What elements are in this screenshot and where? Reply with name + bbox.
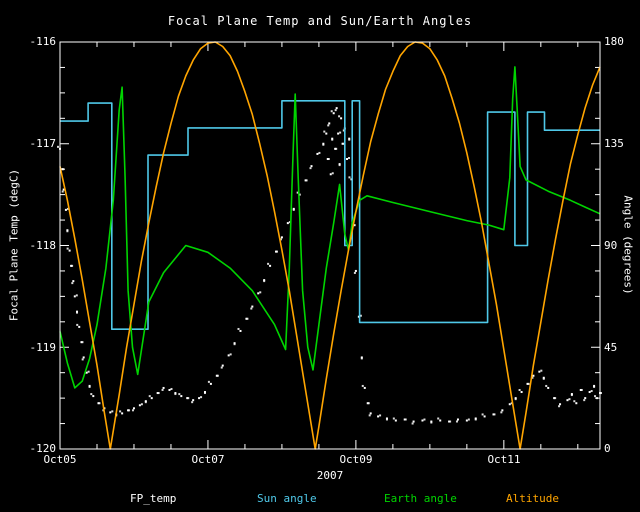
legend-item-sun-angle: Sun angle <box>257 492 317 505</box>
x-tick-label: Oct07 <box>191 453 225 466</box>
y-tick-label: -118 <box>29 239 57 252</box>
y-tick-label: 180 <box>604 35 624 48</box>
y-tick-label: -119 <box>29 341 57 354</box>
y-tick-label: 135 <box>604 137 624 150</box>
legend-item-altitude: Altitude <box>506 492 559 505</box>
x-tick-label: Oct05 <box>43 453 77 466</box>
legend-item-fp-temp: FP_temp <box>130 492 177 505</box>
y-tick-label: -120 <box>29 442 57 455</box>
x-tick-label: Oct09 <box>339 453 373 466</box>
y-tick-label: 0 <box>604 442 611 455</box>
chart-title: Focal Plane Temp and Sun/Earth Angles <box>167 14 473 28</box>
x-axis-label: 2007 <box>316 469 344 482</box>
y-tick-label: 90 <box>604 239 618 252</box>
y-tick-label: -116 <box>29 35 57 48</box>
legend-item-earth-angle: Earth angle <box>384 492 457 505</box>
y-tick-label: 45 <box>604 341 618 354</box>
x-tick-label: Oct11 <box>487 453 521 466</box>
y-tick-label: -117 <box>29 137 57 150</box>
